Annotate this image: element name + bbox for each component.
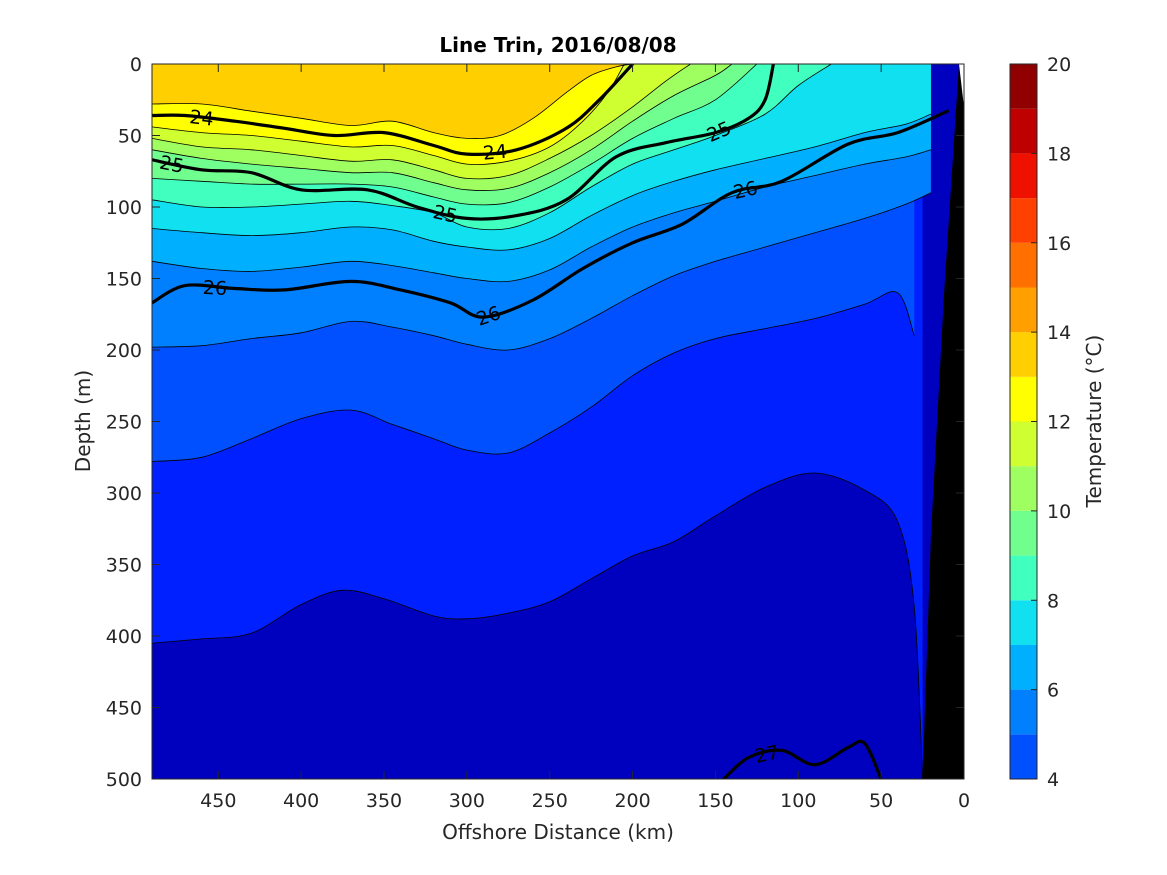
temperature-contour-7 [152, 472, 923, 779]
density-label: 26 [731, 177, 760, 204]
x-tick-label: 0 [958, 790, 970, 812]
temperature-contour-12 [152, 64, 832, 231]
colorbar-segment [1010, 332, 1037, 377]
density-contour-27 [722, 739, 883, 779]
x-axis-ticks: 450 400 350 300 250 200 150 100 50 0 [200, 64, 970, 812]
density-label: 24 [188, 106, 215, 131]
colorbar-label: Temperature (°C) [1082, 335, 1106, 509]
colorbar-segment [1010, 242, 1037, 288]
temperature-contour-13 [152, 64, 758, 206]
colorbar-tick-label: 20 [1047, 54, 1071, 76]
colorbar-segment [1010, 198, 1037, 243]
colorbar-segment [1010, 153, 1037, 199]
colorbar-tick-label: 8 [1047, 590, 1059, 612]
colorbar-tick-label: 18 [1047, 143, 1071, 165]
x-tick-label: 350 [366, 790, 402, 812]
y-tick-label: 500 [106, 769, 142, 791]
colorbar-tick-label: 12 [1047, 412, 1071, 434]
colorbar-segment [1010, 287, 1037, 333]
colorbar-tick-label: 16 [1047, 233, 1071, 255]
colorbar-segment [1010, 421, 1037, 467]
x-axis-label: Offshore Distance (km) [442, 820, 674, 844]
density-label: 25 [158, 152, 186, 178]
temperature-contour-10 [152, 149, 932, 283]
density-label-group: 25 [158, 152, 186, 178]
temperature-contour-8 [152, 291, 915, 462]
x-tick-label: 150 [697, 790, 733, 812]
x-tick-label: 250 [532, 790, 568, 812]
colorbar-tick-label: 10 [1047, 501, 1071, 523]
bathymetry [922, 64, 964, 779]
y-tick-label: 300 [106, 483, 142, 505]
colorbar-tick-label: 14 [1047, 322, 1071, 344]
density-label-group: 24 [188, 106, 215, 131]
density-contour-24 [152, 64, 635, 156]
density-contours [152, 64, 949, 779]
y-tick-label: 200 [106, 340, 142, 362]
y-tick-label: 50 [118, 126, 142, 148]
colorbar-segment [1010, 600, 1037, 645]
colorbar-segment [1010, 466, 1037, 511]
x-tick-label: 200 [614, 790, 650, 812]
temperature-contour-11 [152, 113, 932, 251]
colorbar: 4 6 8 10 12 14 16 18 20 [1009, 54, 1071, 791]
y-tick-label: 350 [106, 555, 142, 577]
density-label: 24 [482, 141, 508, 165]
x-tick-label: 300 [449, 790, 485, 812]
density-label-group: 25 [431, 201, 460, 228]
x-tick-label: 50 [869, 790, 893, 812]
y-tick-label: 150 [106, 269, 142, 291]
bathymetry-gap [959, 64, 964, 107]
colorbar-segment [1010, 689, 1037, 735]
y-tick-label: 250 [106, 412, 142, 434]
density-contour-25 [152, 64, 775, 221]
x-tick-label: 400 [283, 790, 319, 812]
density-label: 27 [753, 741, 781, 768]
temperature-contour-14 [152, 64, 733, 191]
colorbar-segment [1010, 64, 1037, 109]
temperature-contour-15 [152, 64, 691, 180]
y-axis-label: Depth (m) [71, 370, 95, 472]
y-tick-label: 100 [106, 197, 142, 219]
colorbar-segment [1010, 644, 1037, 690]
y-tick-label: 0 [130, 54, 142, 76]
colorbar-tick-label: 6 [1047, 680, 1059, 702]
y-tick-label: 450 [106, 698, 142, 720]
density-label-group: 27 [753, 741, 781, 768]
colorbar-tick-label: 4 [1047, 769, 1059, 791]
colorbar-segment [1010, 510, 1037, 556]
colorbar-segment [1010, 376, 1037, 422]
colorbar-segment [1010, 555, 1037, 601]
density-label-group: 24 [482, 141, 508, 165]
density-label-group: 26 [202, 277, 227, 300]
density-contour-26 [152, 109, 949, 319]
temperature-bands [152, 64, 964, 779]
density-label-group: 26 [731, 177, 760, 204]
y-axis-ticks: 0 50 100 150 200 250 300 350 400 450 500 [106, 54, 964, 791]
band-17 [152, 64, 633, 139]
density-label: 26 [202, 277, 227, 300]
temperature-contours [152, 64, 932, 779]
x-tick-label: 100 [780, 790, 816, 812]
colorbar-segment [1010, 734, 1037, 779]
temperature-contour-9 [152, 192, 932, 351]
bathymetry-wedge [922, 64, 964, 779]
temperature-contour-16 [152, 64, 625, 165]
temperature-contour-17 [152, 64, 633, 139]
density-label: 25 [431, 201, 460, 228]
x-tick-label: 450 [200, 790, 236, 812]
y-tick-label: 400 [106, 626, 142, 648]
chart-title: Line Trin, 2016/08/08 [439, 33, 676, 57]
colorbar-segment [1010, 108, 1037, 154]
